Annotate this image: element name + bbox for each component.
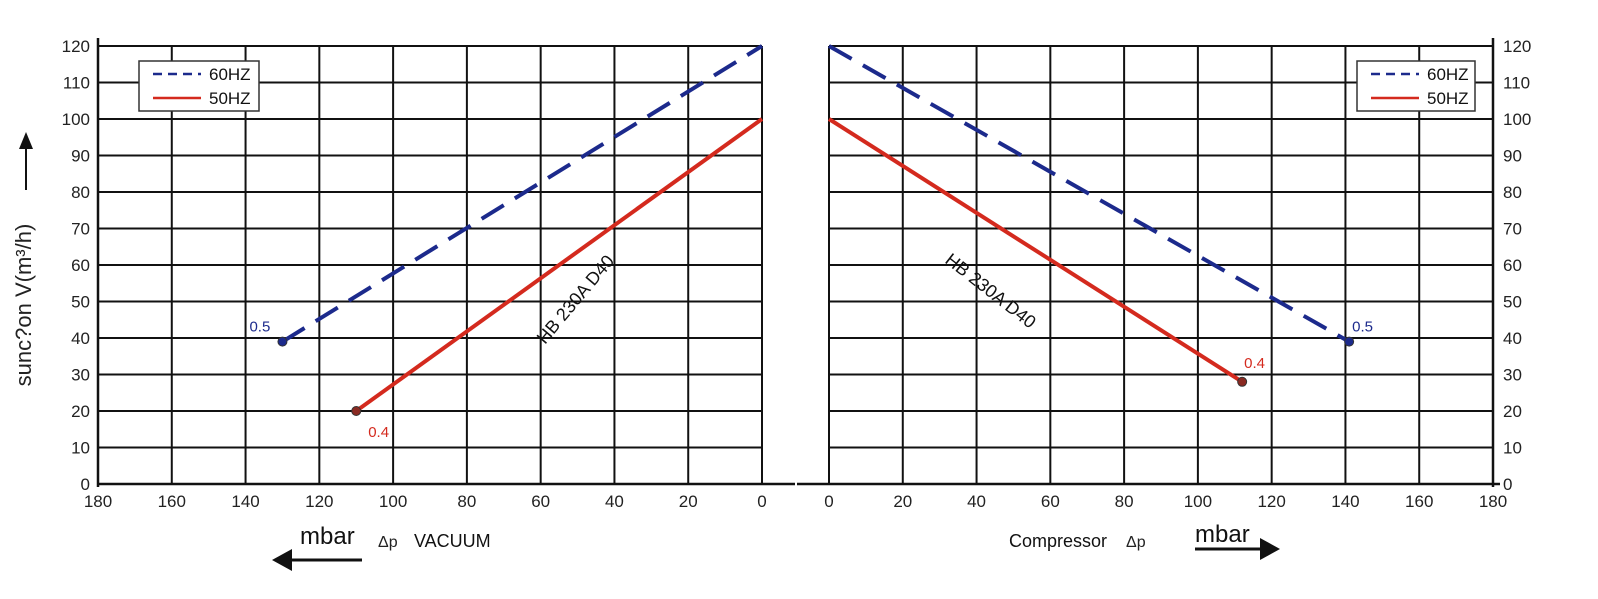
left-y-tick-label: 50 xyxy=(71,293,90,312)
right-legend-box xyxy=(1356,60,1476,112)
y-axis-arrow xyxy=(19,132,33,190)
left-series-60hz-line xyxy=(281,44,764,344)
left-series-50hz-endpoint xyxy=(351,406,362,416)
right-series-60hz-end-label: 0.5 xyxy=(1352,319,1373,336)
right-y-tick-label: 20 xyxy=(1503,402,1522,421)
left-x-tick-label: 160 xyxy=(158,492,186,511)
left-x-tick-label: 180 xyxy=(84,492,112,511)
left-chart-panel: 180 160 140 120 100 80 60 40 20 0 0 10 20 30 40 50 60 70 8… xyxy=(62,37,795,511)
right-unit-label: mbar xyxy=(1195,521,1250,548)
right-x-axis-label: Compressor xyxy=(1009,531,1107,551)
right-series-50hz-endpoint xyxy=(1237,376,1248,387)
left-y-tick-label: 30 xyxy=(71,366,90,385)
left-y-tick-label: 10 xyxy=(71,439,90,458)
right-x-tick-label: 160 xyxy=(1405,492,1433,511)
right-y-tick-label: 40 xyxy=(1503,329,1522,348)
right-chart-panel: 0 20 40 60 80 100 120 140 160 1800102030405060708… xyxy=(797,37,1531,511)
left-series-50hz-end-label: 0.4 xyxy=(368,424,389,441)
right-series-60hz-endpoint xyxy=(1344,336,1355,347)
y-axis-label: sunc?on V(m³/h) xyxy=(11,224,36,387)
left-unit-label: mbar xyxy=(300,523,355,550)
left-x-tick-label: 80 xyxy=(457,492,476,511)
left-legend-label-50hz: 50HZ xyxy=(209,89,251,108)
right-legend-label-50hz: 50HZ xyxy=(1427,89,1469,108)
right-y-tick-label: 70 xyxy=(1503,220,1522,239)
right-x-tick-label: 140 xyxy=(1331,492,1359,511)
right-x-tick-label: 0 xyxy=(824,492,833,511)
right-x-tick-label: 60 xyxy=(1041,492,1060,511)
left-y-tick-label: 90 xyxy=(71,147,90,166)
right-x-tick-label: 40 xyxy=(967,492,986,511)
left-series-60hz-end-label: 0.5 xyxy=(249,319,270,336)
left-x-tick-label: 20 xyxy=(679,492,698,511)
left-y-tick-label: 60 xyxy=(71,256,90,275)
left-y-tick-label: 70 xyxy=(71,220,90,239)
left-x-axis-title: mbar Δp VACUUM xyxy=(272,523,491,571)
right-y-tick-label: 80 xyxy=(1503,183,1522,202)
left-y-tick-label: 40 xyxy=(71,329,90,348)
left-y-tick-label: 100 xyxy=(62,110,90,129)
left-y-tick-label: 80 xyxy=(71,183,90,202)
left-y-tick-label: 120 xyxy=(62,37,90,56)
left-x-tick-label: 60 xyxy=(531,492,550,511)
right-y-tick-label: 110 xyxy=(1503,74,1530,93)
left-y-tick-label: 20 xyxy=(71,402,90,421)
left-y-tick-label: 110 xyxy=(63,74,90,93)
right-y-tick-label: 0 xyxy=(1503,475,1512,494)
right-legend-label-60hz: 60HZ xyxy=(1427,65,1469,84)
right-legend: 60HZ 50HZ xyxy=(1356,60,1476,112)
left-mbar-arrow-icon xyxy=(272,549,362,571)
right-mbar-arrow-icon xyxy=(1195,538,1280,560)
right-x-tick-label: 80 xyxy=(1115,492,1134,511)
right-y-tick-label: 50 xyxy=(1503,293,1522,312)
right-x-tick-label: 100 xyxy=(1184,492,1212,511)
left-legend: 60HZ 50HZ xyxy=(138,60,260,112)
left-x-tick-label: 100 xyxy=(379,492,407,511)
right-series-50hz-end-label: 0.4 xyxy=(1244,355,1265,372)
right-curve-label: HB 230A D40 xyxy=(942,249,1040,332)
right-delta-p-label: Δp xyxy=(1126,534,1146,551)
right-y-tick-label: 100 xyxy=(1503,110,1531,129)
left-x-tick-label: 120 xyxy=(305,492,333,511)
left-series-50hz-line xyxy=(355,117,764,413)
right-y-tick-label: 120 xyxy=(1503,37,1531,56)
left-series-60hz-endpoint xyxy=(277,336,288,347)
right-y-tick-label: 30 xyxy=(1503,366,1522,385)
right-series-50hz-line xyxy=(827,117,1244,384)
right-y-tick-label: 90 xyxy=(1503,147,1522,166)
right-x-tick-label: 180 xyxy=(1479,492,1507,511)
right-series-60hz-line xyxy=(828,44,1351,344)
left-legend-box xyxy=(138,60,260,112)
left-x-tick-label: 140 xyxy=(231,492,259,511)
left-x-tick-label: 40 xyxy=(605,492,624,511)
left-legend-label-60hz: 60HZ xyxy=(209,65,251,84)
right-y-tick-label: 10 xyxy=(1503,439,1522,458)
left-x-axis-label: VACUUM xyxy=(414,531,491,551)
left-delta-p-label: Δp xyxy=(378,534,398,551)
right-x-axis-title: Compressor Δp mbar xyxy=(1009,521,1280,560)
left-x-tick-label: 0 xyxy=(757,492,766,511)
right-x-tick-label: 20 xyxy=(893,492,912,511)
left-y-tick-label: 0 xyxy=(81,475,90,494)
right-y-tick-label: 60 xyxy=(1503,256,1522,275)
right-x-tick-label: 120 xyxy=(1257,492,1285,511)
